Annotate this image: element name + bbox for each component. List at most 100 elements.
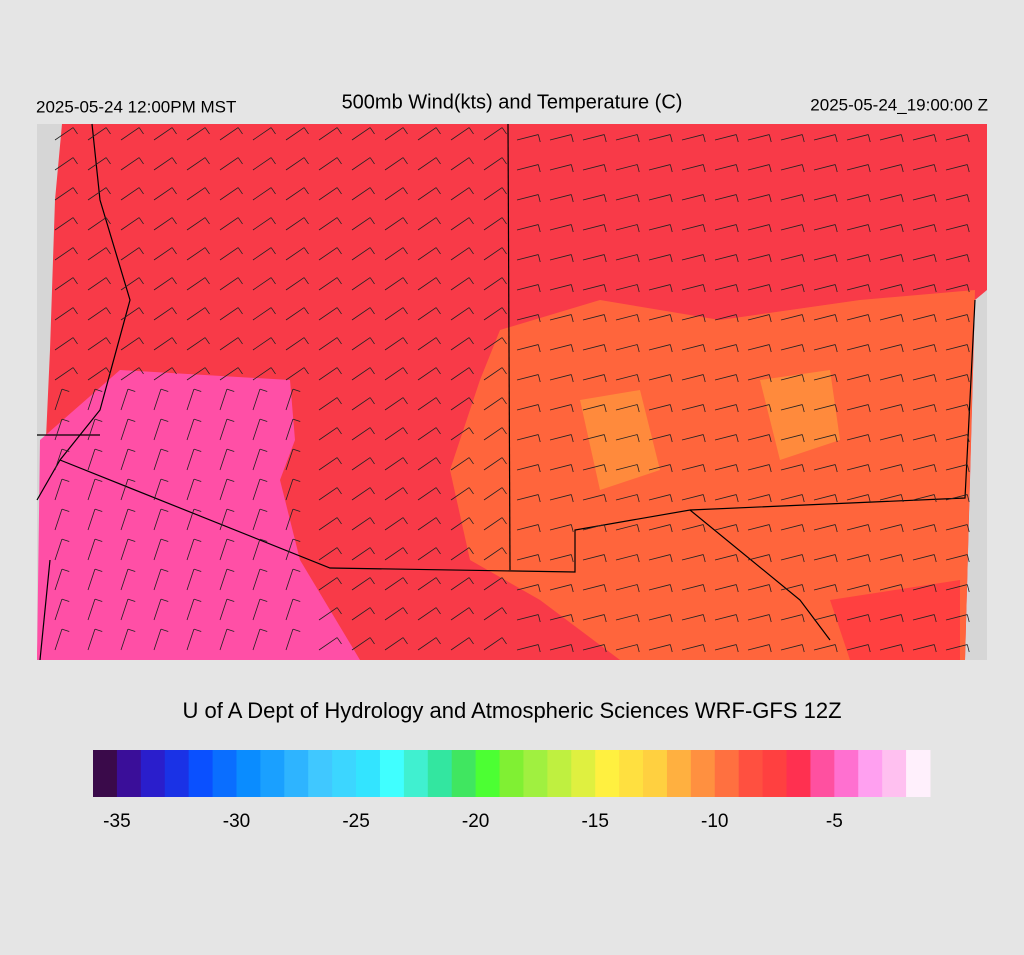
wind-barb: [681, 314, 706, 323]
wind-barb: [846, 284, 871, 293]
wind-barb: [912, 344, 937, 353]
wind-barb: [780, 344, 805, 353]
wind-barb: [120, 568, 136, 591]
wind-barb: [450, 277, 474, 291]
wind-barb: [549, 254, 574, 263]
wind-barb: [516, 224, 541, 233]
wind-barb: [120, 508, 136, 531]
wind-barb: [780, 584, 805, 593]
color-swatch: [595, 750, 620, 797]
wind-barb: [714, 344, 739, 353]
wind-barb: [318, 427, 342, 441]
color-swatch: [236, 750, 261, 797]
wind-barb: [648, 164, 673, 173]
wind-barb: [813, 644, 838, 653]
wind-barb: [648, 224, 673, 233]
wind-barb: [54, 337, 78, 351]
wind-barb: [780, 374, 805, 383]
color-swatch: [379, 750, 405, 797]
wind-barb: [351, 217, 375, 231]
wind-barb: [450, 637, 474, 651]
wind-barb: [483, 457, 507, 471]
wind-barb: [813, 464, 838, 473]
color-swatch: [690, 750, 716, 797]
wind-barb: [87, 418, 103, 441]
wind-barb: [945, 614, 970, 623]
wind-barb: [681, 254, 706, 263]
wind-barb: [384, 187, 408, 201]
wind-barb: [285, 478, 301, 501]
wind-barb: [186, 448, 202, 471]
wind-barb: [516, 524, 541, 533]
credit: U of A Dept of Hydrology and Atmospheric…: [182, 698, 841, 723]
wind-barb: [846, 584, 871, 593]
wind-barb: [516, 134, 541, 143]
wind-barb: [351, 637, 375, 651]
wind-barb: [186, 307, 210, 321]
wind-barb: [450, 367, 474, 381]
wind-barb: [912, 284, 937, 293]
wind-barb: [714, 494, 739, 503]
wind-barb: [714, 134, 739, 143]
color-swatch: [93, 750, 118, 797]
wind-barb: [648, 314, 673, 323]
wind-barb: [516, 554, 541, 563]
wind-barb: [318, 397, 342, 411]
wind-barb: [417, 157, 441, 171]
wind-barb: [813, 224, 838, 233]
wind-barb: [912, 614, 937, 623]
wind-barb: [285, 448, 301, 471]
color-swatch: [475, 750, 501, 797]
wind-barb: [615, 314, 640, 323]
temp-field-warm-patch: [760, 370, 840, 460]
wind-barb: [549, 284, 574, 293]
wind-barb: [582, 314, 607, 323]
wind-barb: [318, 577, 342, 591]
wind-barb: [219, 388, 235, 411]
wind-barb: [153, 127, 177, 141]
wind-barb: [879, 524, 904, 533]
wind-barb: [384, 427, 408, 441]
colorbar-tick-label: -5: [826, 811, 843, 832]
wind-barb: [549, 584, 574, 593]
wind-barb: [846, 254, 871, 263]
wind-barb: [648, 344, 673, 353]
wind-barb: [879, 344, 904, 353]
wind-barb: [714, 614, 739, 623]
wind-barb: [582, 254, 607, 263]
map-title: 500mb Wind(kts) and Temperature (C): [342, 91, 683, 113]
wind-barb: [582, 284, 607, 293]
wind-barb: [417, 577, 441, 591]
wind-barb: [450, 397, 474, 411]
wind-barb: [384, 607, 408, 621]
wind-barb: [318, 337, 342, 351]
wind-barb: [186, 628, 202, 651]
wind-barb: [516, 464, 541, 473]
wind-barb: [120, 157, 144, 171]
wind-barb: [681, 374, 706, 383]
wind-barb: [681, 164, 706, 173]
wind-barb: [153, 307, 177, 321]
wind-barb: [483, 307, 507, 321]
wind-barb: [351, 427, 375, 441]
wind-barb: [483, 547, 507, 561]
wind-barb: [87, 127, 111, 141]
wind-barb: [483, 427, 507, 441]
wind-barb: [648, 554, 673, 563]
wind-barb: [219, 448, 235, 471]
wind-barb: [681, 194, 706, 203]
wind-barb: [483, 217, 507, 231]
wind-barb: [252, 628, 268, 651]
wind-barb: [516, 644, 541, 653]
wind-barb: [912, 554, 937, 563]
wind-barb: [186, 367, 210, 381]
wind-barb: [450, 457, 474, 471]
wind-barb: [813, 494, 838, 503]
wind-barb: [87, 538, 103, 561]
wind-barb: [648, 434, 673, 443]
wind-barb: [780, 554, 805, 563]
wind-barb: [648, 194, 673, 203]
wind-barb: [384, 517, 408, 531]
wind-barb: [417, 247, 441, 261]
